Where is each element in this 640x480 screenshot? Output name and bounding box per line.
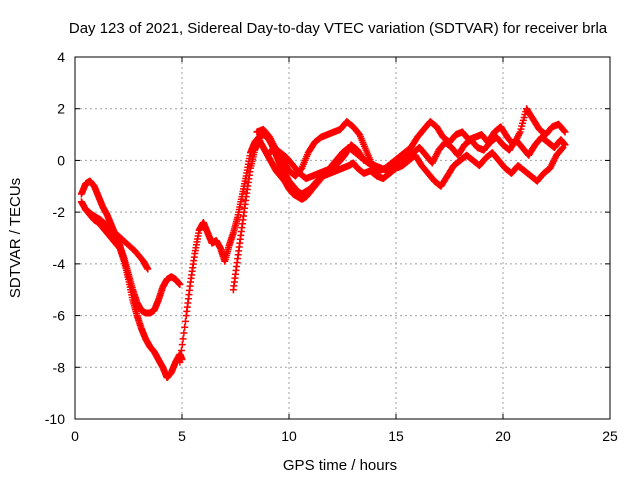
y-tick-label: -8 bbox=[53, 359, 66, 375]
grid-lines bbox=[75, 57, 610, 419]
data-point-marker bbox=[181, 323, 189, 331]
data-point-marker bbox=[180, 329, 188, 337]
data-point-marker bbox=[144, 265, 152, 273]
y-tick-label: 0 bbox=[57, 152, 65, 168]
data-point-marker bbox=[178, 341, 186, 349]
data-point-marker bbox=[558, 144, 566, 152]
data-series bbox=[77, 105, 569, 382]
x-tick-label: 5 bbox=[178, 428, 186, 444]
x-tick-label: 0 bbox=[71, 428, 79, 444]
data-point-marker bbox=[359, 155, 367, 163]
data-point-marker bbox=[560, 127, 568, 135]
series-7 bbox=[264, 141, 368, 183]
y-tick-label: -2 bbox=[53, 204, 66, 220]
data-point-marker bbox=[177, 346, 185, 354]
axis-ticks: 0 5 10 15 20 25 -10 -8 -6 -4 -2 0 2 4 bbox=[45, 49, 618, 444]
y-tick-label: 2 bbox=[57, 101, 65, 117]
y-tick-label: -6 bbox=[53, 308, 66, 324]
data-point-marker bbox=[561, 128, 569, 136]
x-axis-label: GPS time / hours bbox=[283, 457, 397, 474]
y-axis-label: SDTVAR / TECUs bbox=[7, 178, 24, 298]
data-point-marker bbox=[181, 317, 189, 325]
data-point-marker bbox=[177, 352, 185, 360]
data-point-marker bbox=[360, 156, 368, 164]
data-point-marker bbox=[176, 281, 184, 289]
y-tick-label: -4 bbox=[53, 256, 66, 272]
data-point-marker bbox=[559, 144, 567, 151]
y-tick-label: -10 bbox=[45, 411, 65, 427]
data-point-marker bbox=[176, 358, 184, 366]
data-point-marker bbox=[179, 335, 187, 343]
series-2 bbox=[77, 198, 186, 382]
series-3 bbox=[82, 206, 152, 273]
x-tick-label: 10 bbox=[281, 428, 297, 444]
y-tick-label: 4 bbox=[57, 49, 65, 65]
plot-frame bbox=[74, 56, 611, 420]
x-tick-label: 15 bbox=[388, 428, 404, 444]
series-5 bbox=[229, 136, 567, 294]
x-tick-label: 20 bbox=[495, 428, 511, 444]
chart-title: Day 123 of 2021, Sidereal Day-to-day VTE… bbox=[69, 20, 608, 37]
x-tick-label: 25 bbox=[602, 428, 618, 444]
